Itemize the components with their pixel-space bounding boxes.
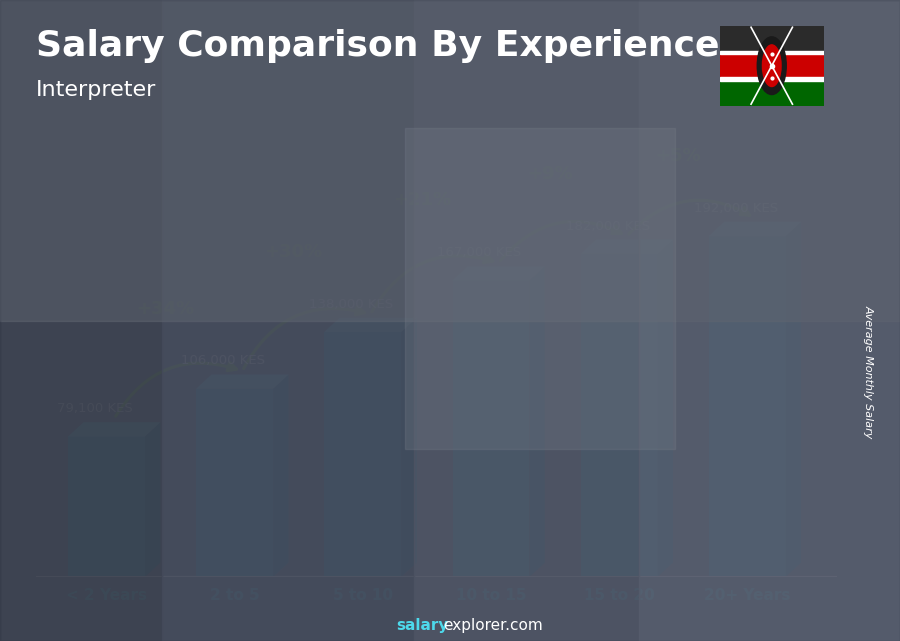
Polygon shape [709,222,801,236]
Text: +21%: +21% [392,192,451,210]
Polygon shape [196,374,289,388]
Bar [720,26,824,52]
Text: 182,000 KES: 182,000 KES [565,219,650,233]
Bar [162,0,414,641]
Bar [639,0,900,641]
Text: 192,000 KES: 192,000 KES [694,202,778,215]
Bar [720,79,824,106]
Bar [414,0,639,641]
Polygon shape [453,281,529,577]
Polygon shape [68,437,145,577]
Bar [720,52,824,79]
Polygon shape [68,422,160,437]
Polygon shape [324,318,417,332]
Ellipse shape [762,45,781,87]
Polygon shape [401,318,417,577]
Polygon shape [196,388,273,577]
Polygon shape [658,240,673,577]
Text: +30%: +30% [265,243,323,261]
Polygon shape [324,332,401,577]
Text: 106,000 KES: 106,000 KES [181,354,266,367]
Polygon shape [580,240,673,254]
Text: 167,000 KES: 167,000 KES [437,246,521,259]
Text: Average Monthly Salary: Average Monthly Salary [863,305,874,438]
Polygon shape [709,236,786,577]
Text: 79,100 KES: 79,100 KES [57,402,133,415]
Polygon shape [580,254,658,577]
Text: +5%: +5% [655,147,701,165]
Ellipse shape [757,37,787,94]
Polygon shape [453,266,544,281]
Polygon shape [529,266,544,577]
Text: +9%: +9% [527,165,572,183]
Bar [0,0,900,320]
Polygon shape [145,422,160,577]
Bar [720,51,824,54]
Text: +34%: +34% [137,300,194,318]
Text: explorer.com: explorer.com [443,619,543,633]
Polygon shape [273,374,289,577]
Text: 138,000 KES: 138,000 KES [310,297,393,311]
Bar [405,128,675,449]
Polygon shape [786,222,801,577]
Text: salary: salary [396,619,448,633]
Bar [720,78,824,81]
Bar [0,0,162,641]
Text: Interpreter: Interpreter [36,80,157,100]
Text: Salary Comparison By Experience: Salary Comparison By Experience [36,29,719,63]
